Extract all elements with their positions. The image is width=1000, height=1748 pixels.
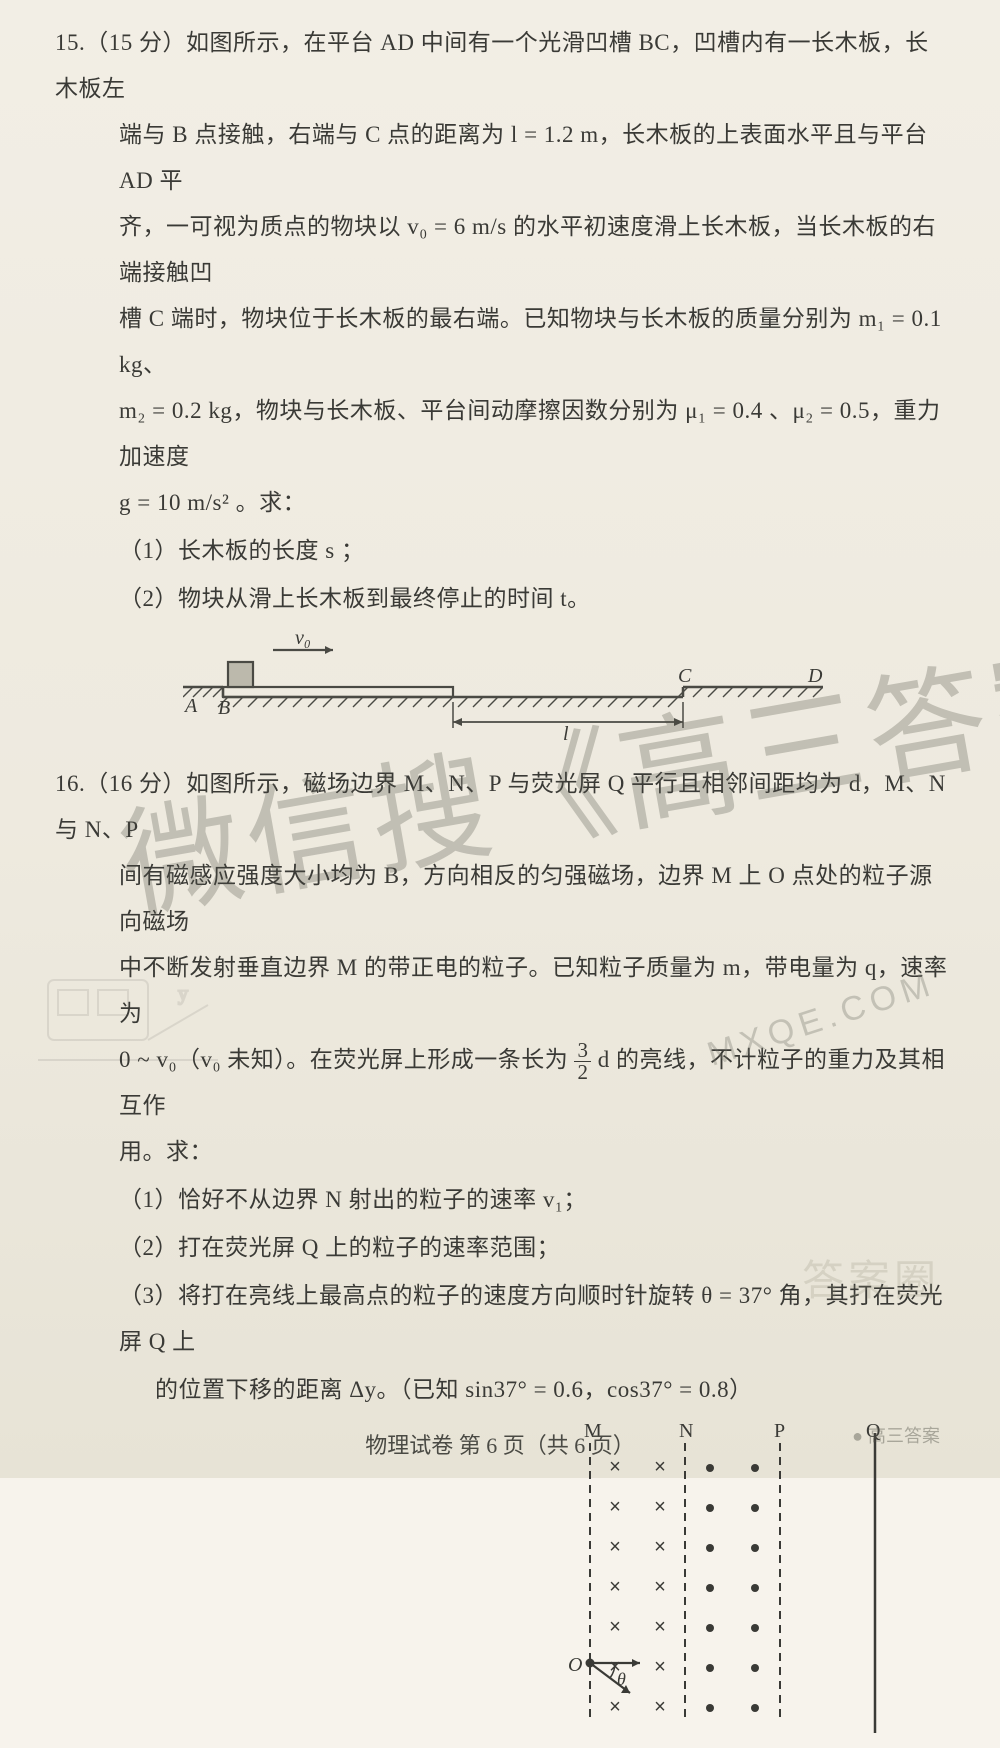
fig15-A: A (183, 695, 198, 717)
q16-frac: 32 (574, 1040, 591, 1083)
q15-line-3: 槽 C 端时，物块位于长木板的最右端。已知物块与长木板的质量分别为 m₁ = 0… (55, 296, 950, 388)
fig15-v0: v₀ (295, 632, 311, 649)
page-footer: 物理试卷 第 6 页（共 6 页） (0, 1428, 1000, 1460)
q15-line-1: 端与 B 点接触，右端与 C 点的距离为 l = 1.2 m，长木板的上表面水平… (55, 112, 950, 204)
svg-text:×: × (609, 1577, 621, 1600)
q16-line-tail: 用。求： (55, 1129, 950, 1175)
svg-text:×: × (609, 1457, 621, 1480)
svg-text:×: × (609, 1617, 621, 1640)
svg-text:×: × (609, 1697, 621, 1720)
problem-16: 16.（16 分）如图所示，磁场边界 M、N、P 与荧光屏 Q 平行且相邻间距均… (55, 761, 950, 1413)
figure-16-svg: M N P Q ×× ×× ×× ×× ×× ×× ×× (530, 1423, 890, 1743)
fig15-B: B (218, 697, 230, 719)
svg-text:×: × (609, 1497, 621, 1520)
svg-text:×: × (609, 1537, 621, 1560)
q15-sub1: （1）长木板的长度 s ； (55, 528, 950, 574)
fig16-theta: θ (617, 1669, 626, 1689)
fig16-O: O (568, 1654, 582, 1676)
q15-line-5: g = 10 m/s² 。求： (55, 480, 950, 526)
q16-sub1: （1）恰好不从边界 N 射出的粒子的速率 v₁； (55, 1177, 950, 1223)
figure-16: M N P Q ×× ×× ×× ×× ×× ×× ×× (55, 1423, 950, 1748)
q16-line-0: 如图所示，磁场边界 M、N、P 与荧光屏 Q 平行且相邻间距均为 d，M、N 与… (55, 771, 946, 842)
fig15-D: D (807, 665, 823, 687)
q15-line-0: 如图所示，在平台 AD 中间有一个光滑凹槽 BC，凹槽内有一长木板，长木板左 (55, 30, 929, 101)
q15-points: （15 分） (85, 30, 186, 55)
q16-frac-num: 3 (574, 1040, 591, 1062)
svg-text:×: × (654, 1537, 666, 1560)
ghost-train-icon: y (38, 950, 218, 1080)
q15-number: 15. (55, 30, 85, 55)
q16-line-1: 间有磁感应强度大小均为 B，方向相反的匀强磁场，边界 M 上 O 点处的粒子源向… (55, 853, 950, 945)
svg-text:×: × (654, 1617, 666, 1640)
q15-line-2: 齐，一可视为质点的物块以 v₀ = 6 m/s 的水平初速度滑上长木板，当长木板… (55, 204, 950, 296)
fig15-l: l (563, 723, 569, 742)
svg-text:×: × (654, 1457, 666, 1480)
svg-text:×: × (654, 1657, 666, 1680)
q16-frac-den: 2 (574, 1062, 591, 1083)
q15-sub2: （2）物块从滑上长木板到最终停止的时间 t。 (55, 576, 950, 622)
page: 15.（15 分）如图所示，在平台 AD 中间有一个光滑凹槽 BC，凹槽内有一长… (0, 0, 1000, 1478)
q16-sub2: （2）打在荧光屏 Q 上的粒子的速率范围； (55, 1225, 950, 1271)
svg-text:×: × (654, 1577, 666, 1600)
fig15-C: C (678, 665, 692, 687)
q16-sub3a: （3）将打在亮线上最高点的粒子的速度方向顺时针旋转 θ = 37° 角，其打在荧… (55, 1273, 950, 1365)
svg-text:y: y (178, 983, 188, 1005)
q16-points: （16 分） (85, 771, 186, 796)
q15-line-4: m₂ = 0.2 kg，物块与长木板、平台间动摩擦因数分别为 μ₁ = 0.4 … (55, 388, 950, 480)
figure-15-svg: v₀ A B C D l (183, 632, 823, 742)
q16-sub3b: 的位置下移的距离 Δy。（已知 sin37° = 0.6，cos37° = 0.… (55, 1367, 950, 1413)
svg-text:×: × (654, 1697, 666, 1720)
svg-text:×: × (654, 1497, 666, 1520)
figure-15: v₀ A B C D l (55, 632, 950, 747)
q16-number: 16. (55, 771, 85, 796)
problem-15: 15.（15 分）如图所示，在平台 AD 中间有一个光滑凹槽 BC，凹槽内有一长… (55, 20, 950, 622)
